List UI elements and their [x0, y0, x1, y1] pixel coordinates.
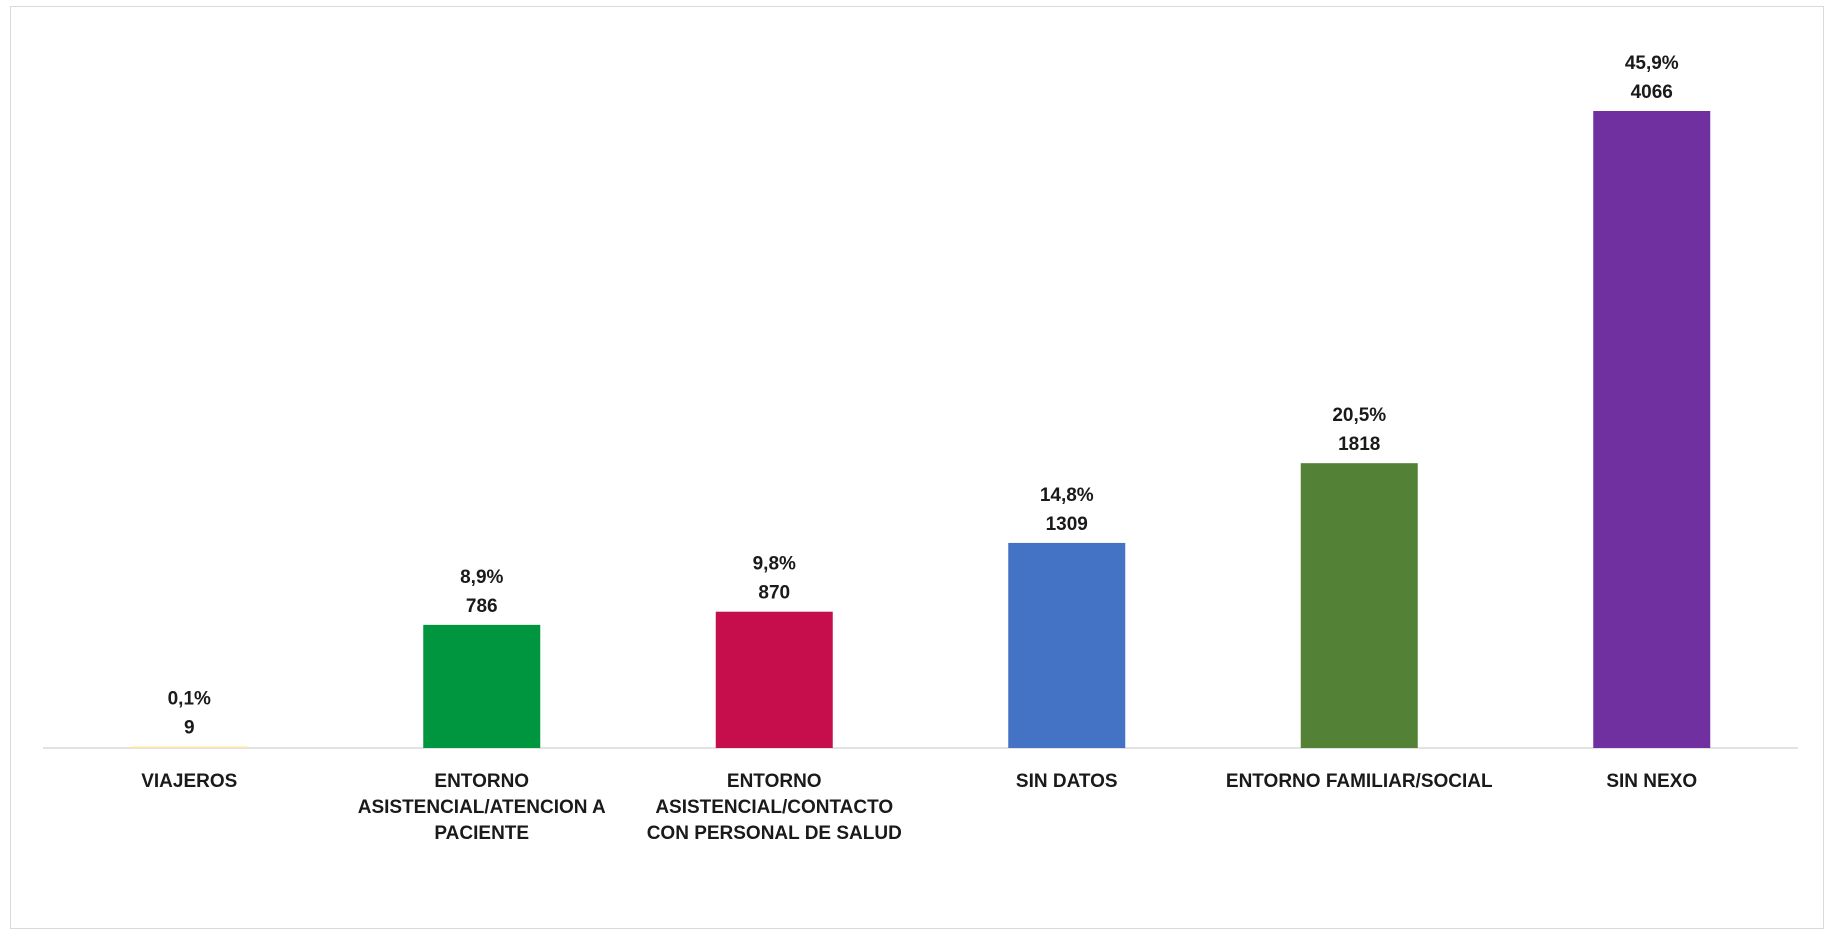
- category-label-4: ENTORNO FAMILIAR/SOCIAL: [1226, 771, 1493, 792]
- category-label-line: ASISTENCIAL/ATENCION A: [358, 797, 606, 818]
- bar-3: [1008, 542, 1126, 748]
- category-label-line: SIN DATOS: [1016, 771, 1118, 792]
- percent-label-5: 45,9%: [1625, 53, 1679, 74]
- value-label-3: 1309: [1046, 514, 1088, 535]
- category-label-line: VIAJEROS: [141, 771, 237, 792]
- value-label-5: 4066: [1631, 82, 1673, 103]
- bars-group: [130, 111, 1711, 748]
- category-label-0: VIAJEROS: [141, 771, 237, 792]
- bar-2: [715, 611, 833, 748]
- percent-label-2: 9,8%: [753, 554, 796, 575]
- bar-4: [1300, 463, 1418, 748]
- category-labels-group: VIAJEROS ENTORNO ASISTENCIAL/ATENCION A PAC…: [141, 771, 1697, 844]
- category-label-5: SIN NEXO: [1606, 771, 1697, 792]
- category-label-line: ASISTENCIAL/CONTACTO: [655, 797, 893, 818]
- category-label-line: SIN NEXO: [1606, 771, 1697, 792]
- percent-label-0: 0,1%: [168, 689, 211, 710]
- category-label-line: ENTORNO: [434, 771, 529, 792]
- bar-0: [130, 746, 248, 748]
- category-label-3: SIN DATOS: [1016, 771, 1118, 792]
- category-label-line: ENTORNO: [727, 771, 822, 792]
- percent-label-1: 8,9%: [460, 567, 503, 588]
- category-label-line: CON PERSONAL DE SALUD: [647, 823, 902, 844]
- value-label-2: 870: [758, 583, 790, 604]
- category-label-line: PACIENTE: [434, 823, 529, 844]
- category-label-2: ENTORNO ASISTENCIAL/CONTACTO CON PERSONAL …: [647, 771, 902, 844]
- percent-label-4: 20,5%: [1332, 405, 1386, 426]
- category-label-line: ENTORNO FAMILIAR/SOCIAL: [1226, 771, 1493, 792]
- value-label-4: 1818: [1338, 434, 1380, 455]
- value-label-1: 786: [466, 596, 498, 617]
- category-label-1: ENTORNO ASISTENCIAL/ATENCION A PACIENTE: [358, 771, 606, 844]
- bar-5: [1593, 111, 1711, 748]
- value-label-0: 9: [184, 718, 195, 739]
- bar-1: [423, 624, 541, 748]
- percent-label-3: 14,8%: [1040, 485, 1094, 506]
- chart-frame: [10, 6, 1824, 929]
- data-labels-group: 0,1% 9 8,9% 786 9,8% 870 14,8% 1309 20,5% 1818 45,…: [168, 53, 1679, 739]
